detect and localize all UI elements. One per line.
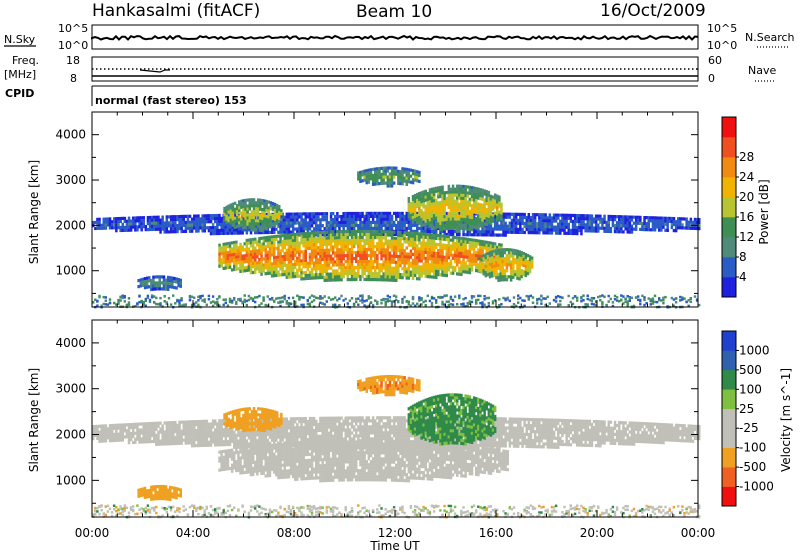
power-colorbar: 4 8 12 16 20 24 28: [721, 116, 754, 298]
cpid-label: CPID: [5, 87, 34, 100]
nsky-trace: [91, 34, 699, 41]
nsearch-bottom: 10^0: [707, 39, 737, 52]
nave-bottom: 0: [708, 72, 715, 85]
freq-strip: Freq. [MHz] 18 8 60 0 Nave: [4, 54, 776, 85]
ytick-label: 1000: [55, 473, 86, 487]
nsky-label: N.Sky: [4, 33, 36, 46]
power-colorbar-tick: 8: [739, 250, 747, 264]
velocity-colorbar-tick: 100: [739, 382, 762, 396]
colorbar-swatch: [722, 350, 736, 371]
freq-label: Freq.: [12, 54, 39, 67]
region-upper-echo-patch: [407, 184, 503, 233]
power-colorbar-tick: 4: [739, 270, 747, 284]
colorbar-swatch: [722, 137, 736, 158]
region-upper-echo-patch: [407, 393, 497, 446]
xtick-label: 12:00: [378, 526, 413, 540]
x-axis-label: Time UT: [369, 539, 420, 553]
region-morning-patch: [223, 407, 283, 433]
power-panel: 1000 2000 3000 4000 Slant Range [km]: [27, 111, 701, 309]
region-far-range-band: [92, 211, 701, 237]
power-colorbar-tick: 20: [739, 190, 754, 204]
region-morning-patch: [223, 198, 283, 233]
velocity-colorbar-tick: -100: [739, 441, 766, 455]
colorbar-swatch: [722, 237, 736, 258]
ytick-label: 2000: [55, 428, 86, 442]
velocity-colorbar-tick: 500: [739, 363, 762, 377]
xtick-label: 04:00: [176, 526, 211, 540]
nave-top: 60: [708, 54, 722, 67]
near-range-noise: [92, 294, 701, 309]
region-main-echo-band: [218, 229, 503, 282]
velocity-heatmap: [92, 375, 701, 519]
power-ylabel: Slant Range [km]: [27, 160, 41, 264]
mode-label: normal (fast stereo) 153: [95, 94, 247, 107]
station-title: Hankasalmi (fitACF): [92, 1, 260, 21]
power-colorbar-tick: 16: [739, 210, 754, 224]
colorbar-swatch: [722, 257, 736, 278]
colorbar-swatch: [722, 467, 736, 487]
ytick-label: 1000: [55, 264, 86, 278]
date-title: 16/Oct/2009: [600, 1, 706, 21]
freq-unit: [MHz]: [4, 68, 36, 81]
xtick-label: 00:00: [681, 526, 716, 540]
colorbar-swatch: [722, 389, 736, 409]
xtick-label: 16:00: [479, 526, 514, 540]
freq-bottom: 8: [70, 72, 77, 85]
velocity-ylabel: Slant Range [km]: [27, 368, 41, 472]
velocity-panel: 1000 2000 3000 4000 00:00 04:00 08:00 12:00 16:0…: [27, 319, 716, 553]
colorbar-swatch: [722, 486, 736, 507]
colorbar-swatch: [722, 447, 736, 468]
colorbar-swatch: [722, 369, 736, 390]
power-colorbar-tick: 12: [739, 230, 754, 244]
velocity-colorbar: 1000 500 100 25 -25 -100 -500 -1000: [721, 330, 774, 507]
xtick-label: 20:00: [580, 526, 615, 540]
velocity-colorbar-tick: 25: [739, 402, 754, 416]
colorbar-swatch: [722, 197, 736, 218]
colorbar-swatch: [722, 217, 736, 238]
nsky-bottom: 10^0: [58, 39, 88, 52]
ytick-label: 3000: [55, 382, 86, 396]
region-near-range-echo: [137, 275, 182, 292]
power-colorbar-label: Power [dB]: [757, 179, 771, 244]
ytick-label: 2000: [55, 218, 86, 232]
colorbar-swatch: [722, 428, 736, 448]
xtick-label: 00:00: [75, 526, 110, 540]
region-late-echo-patch: [478, 248, 534, 282]
velocity-colorbar-tick: -25: [739, 421, 759, 435]
nsearch-label: N.Search: [745, 31, 795, 44]
beam-title: Beam 10: [356, 2, 432, 22]
nsearch-top: 10^5: [707, 22, 737, 35]
region-ground-scatter-main: [218, 439, 509, 483]
nsky-strip: N.Sky 10^5 10^0 10^5 10^0 N.Search: [4, 22, 795, 52]
velocity-colorbar-label: Velocity [m s^-1]: [779, 368, 793, 472]
region-high-range-patch: [357, 166, 421, 188]
colorbar-swatch: [722, 117, 736, 138]
velocity-colorbar-tick: -1000: [739, 480, 774, 494]
colorbar-swatch: [722, 277, 736, 298]
nave-label: Nave: [748, 64, 776, 77]
colorbar-swatch: [722, 177, 736, 198]
power-colorbar-tick: 24: [739, 170, 754, 184]
region-high-range-patch: [357, 375, 421, 397]
colorbar-swatch: [722, 157, 736, 178]
colorbar-swatch: [722, 408, 736, 429]
ytick-label: 4000: [55, 128, 86, 142]
velocity-colorbar-tick: -500: [739, 460, 766, 474]
xtick-label: 08:00: [277, 526, 312, 540]
ytick-label: 4000: [55, 336, 86, 350]
region-near-range-echo: [137, 484, 182, 501]
power-colorbar-tick: 28: [739, 150, 754, 164]
ytick-label: 3000: [55, 173, 86, 187]
velocity-colorbar-tick: 1000: [739, 343, 770, 357]
near-range-noise: [92, 504, 701, 519]
nsky-top: 10^5: [58, 22, 88, 35]
power-heatmap: [92, 166, 701, 309]
freq-top: 18: [66, 54, 80, 67]
colorbar-swatch: [722, 331, 736, 351]
